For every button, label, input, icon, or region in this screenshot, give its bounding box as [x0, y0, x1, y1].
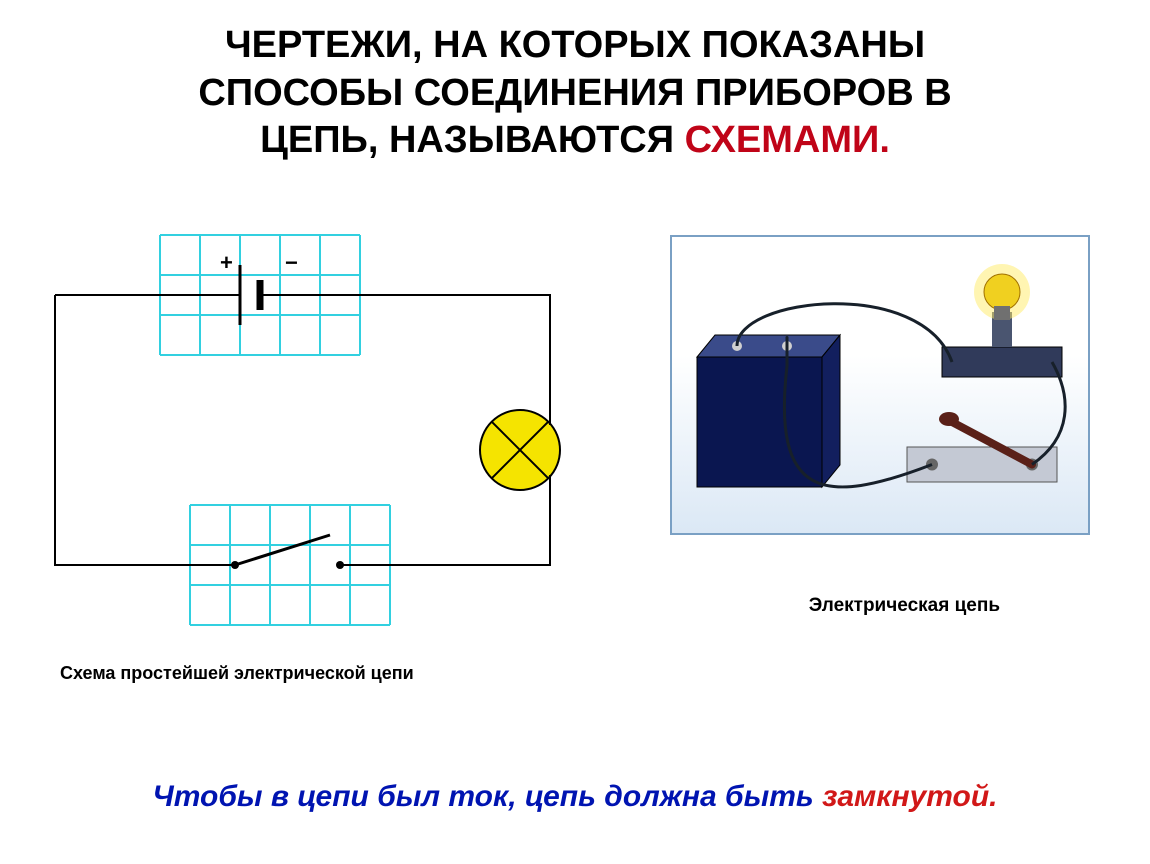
svg-text:−: − [285, 250, 298, 275]
title-line3-red: СХЕМАМИ. [685, 119, 890, 161]
svg-text:+: + [220, 250, 233, 275]
title-line3-black: ЦЕПЬ, НАЗЫВАЮТСЯ [260, 119, 685, 161]
page-title: ЧЕРТЕЖИ, НА КОТОРЫХ ПОКАЗАНЫ СПОСОБЫ СОЕ… [0, 0, 1150, 165]
circuit-photo [670, 235, 1090, 535]
schematic-caption: Схема простейшей электрической цепи [60, 663, 414, 684]
schematic-diagram: +− [30, 225, 590, 645]
photo-svg [672, 237, 1088, 533]
title-line2: СПОСОБЫ СОЕДИНЕНИЯ ПРИБОРОВ В [198, 72, 951, 114]
title-line1: ЧЕРТЕЖИ, НА КОТОРЫХ ПОКАЗАНЫ [225, 24, 925, 66]
figures-row: +− Схема простейшей электрической цепи Э… [0, 165, 1150, 685]
schematic-svg: +− [30, 225, 590, 645]
bottom-blue: Чтобы в цепи был ток, цепь должна быть [152, 780, 822, 813]
bottom-statement: Чтобы в цепи был ток, цепь должна быть з… [0, 780, 1150, 814]
photo-caption: Электрическая цепь [809, 595, 1000, 617]
bottom-red: замкнутой. [822, 780, 997, 813]
